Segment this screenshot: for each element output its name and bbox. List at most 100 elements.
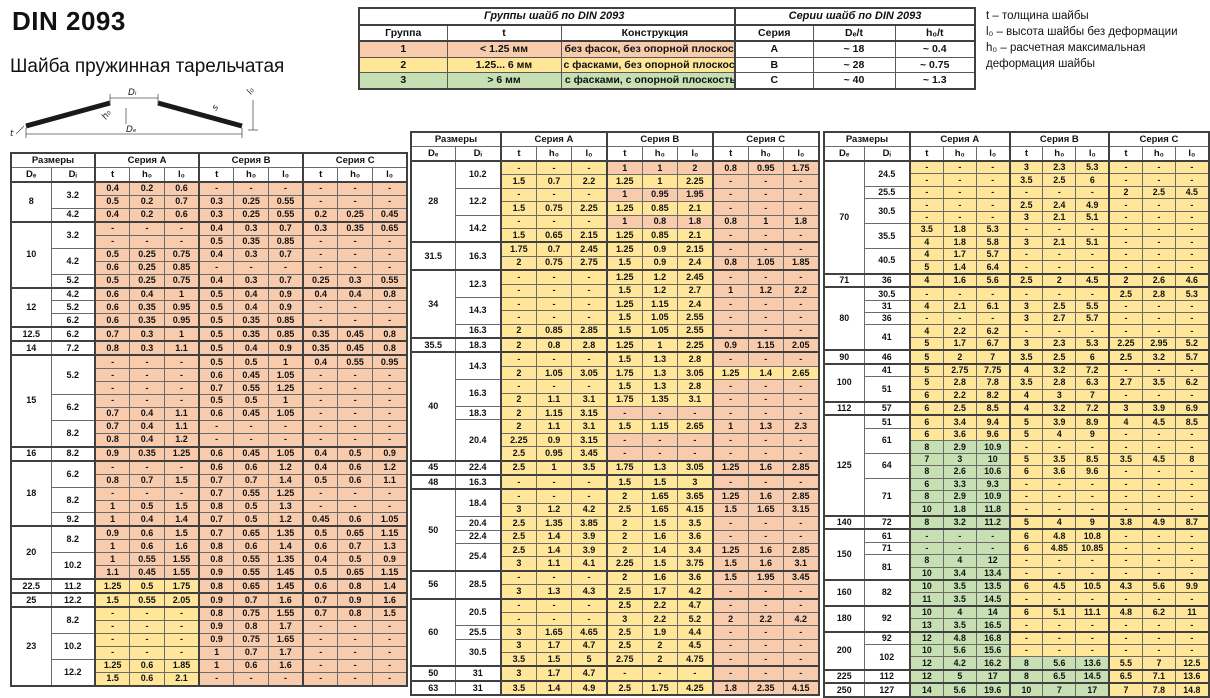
header-series-a: Серия A <box>909 131 1011 147</box>
value-cell: 5 <box>908 260 944 275</box>
value-cell: 2 <box>1042 272 1077 288</box>
value-cell: - <box>337 300 373 315</box>
groups-table: Группы шайб по DIN 2093 Группа t Конструкци… <box>358 7 751 90</box>
header-t: t <box>908 146 944 162</box>
value-cell: 8 <box>908 514 944 530</box>
value-cell: 0.4 <box>129 419 165 434</box>
value-cell: - <box>747 584 784 599</box>
value-cell: - <box>711 296 749 312</box>
value-cell: - <box>571 269 608 285</box>
series-cell: ~ 40 <box>812 72 896 89</box>
value-cell: 1.6 <box>942 272 977 288</box>
value-cell: 1.8 <box>711 679 749 696</box>
value-cell: 0.4 <box>198 247 235 262</box>
value-cell: 1.25 <box>711 542 749 558</box>
value-cell: 7 <box>1141 656 1177 671</box>
value-cell: - <box>1075 185 1110 200</box>
value-cell: 0.4 <box>198 273 235 289</box>
value-cell: - <box>1042 247 1077 262</box>
value-cell: - <box>1008 223 1044 237</box>
value-cell: 2 <box>1108 185 1143 200</box>
di-cell: 82 <box>863 578 911 607</box>
value-cell: - <box>571 569 608 586</box>
value-cell: - <box>1141 541 1177 556</box>
value-cell: - <box>1141 210 1177 225</box>
value-cell: 0.65 <box>233 578 269 594</box>
value-cell: 12.5 <box>1174 656 1210 671</box>
value-cell: 1.6 <box>641 529 678 544</box>
value-cell: 8.2 <box>975 388 1011 403</box>
value-cell: 5.7 <box>1075 312 1110 326</box>
value-cell: - <box>641 432 678 448</box>
value-cell: 1.2 <box>535 502 573 518</box>
value-cell: 2.25 <box>676 174 714 189</box>
value-cell: - <box>908 312 944 326</box>
value-cell: - <box>711 269 749 285</box>
value-cell: 10.85 <box>1075 541 1110 556</box>
value-cell: - <box>1042 489 1077 504</box>
value-cell: - <box>163 459 200 475</box>
value-cell: - <box>1042 618 1077 633</box>
value-cell: - <box>676 406 714 421</box>
value-cell: 1.25 <box>605 241 643 257</box>
value-cell: 4.5 <box>1042 578 1077 594</box>
value-cell: 1.25 <box>94 658 131 673</box>
value-cell: - <box>233 432 269 448</box>
header-h0: h₀ <box>535 146 573 162</box>
value-cell: - <box>535 160 573 176</box>
value-cell: 4.2 <box>942 656 977 671</box>
value-cell: - <box>1141 299 1177 314</box>
value-cell: - <box>129 605 165 621</box>
right-flank <box>157 100 243 129</box>
value-cell: 6 <box>1008 578 1044 594</box>
value-cell: - <box>535 283 573 298</box>
value-cell: - <box>233 180 269 196</box>
value-cell: 2.5 <box>499 542 537 558</box>
value-cell: - <box>267 260 304 275</box>
di-cell: 5.2 <box>50 300 96 315</box>
value-cell: 0.5 <box>94 194 131 209</box>
value-cell: - <box>975 173 1011 187</box>
value-cell: 14 <box>975 604 1011 620</box>
value-cell: 1.5 <box>641 556 678 572</box>
value-cell: 1.35 <box>641 392 678 408</box>
value-cell: 0.9 <box>198 632 235 647</box>
value-cell: 0.7 <box>94 406 131 421</box>
value-cell: - <box>94 234 131 249</box>
header-series-c: Серия C <box>711 131 820 147</box>
value-cell: 15.6 <box>975 644 1011 658</box>
value-cell: 1 <box>163 286 200 302</box>
value-cell: 4.6 <box>1174 272 1210 288</box>
value-cell: 2.5 <box>1108 286 1143 301</box>
value-cell: 2.6 <box>1141 272 1177 288</box>
value-cell: 3 <box>499 625 537 640</box>
value-cell: - <box>94 368 131 383</box>
value-cell: 1.05 <box>372 512 408 527</box>
value-cell: 0.6 <box>198 406 235 421</box>
value-cell: 1 <box>711 419 749 434</box>
value-cell: 1.75 <box>499 241 537 257</box>
value-cell: - <box>302 499 339 514</box>
value-cell: 2.85 <box>782 542 820 558</box>
value-cell: 0.55 <box>372 273 408 289</box>
value-cell: 0.8 <box>198 578 235 594</box>
value-cell: 1.1 <box>372 473 408 488</box>
value-cell: 1.35 <box>267 552 304 567</box>
value-cell: 0.5 <box>302 525 339 541</box>
value-cell: - <box>1075 324 1110 338</box>
value-cell: 0.7 <box>233 645 269 660</box>
value-cell: 2.05 <box>163 592 200 608</box>
value-cell: - <box>1075 260 1110 275</box>
value-cell: - <box>163 619 200 634</box>
header-l0: l₀ <box>267 167 304 183</box>
groups-table: Группы шайб по DIN 2093 Группа t Конструкци… <box>358 7 751 90</box>
value-cell: 0.3 <box>302 220 339 236</box>
value-cell: 8.5 <box>1075 452 1110 467</box>
value-cell: 2.2 <box>641 611 678 627</box>
value-cell: - <box>129 381 165 395</box>
value-cell: 4 <box>1108 414 1143 429</box>
value-cell: 2.1 <box>1042 235 1077 249</box>
value-cell: - <box>1108 198 1143 212</box>
series-table: Серии шайб по DIN 2093 Серия Dₑ/t h₀/t A ~ 18… <box>734 7 976 90</box>
header-h0: h₀ <box>1141 146 1177 162</box>
